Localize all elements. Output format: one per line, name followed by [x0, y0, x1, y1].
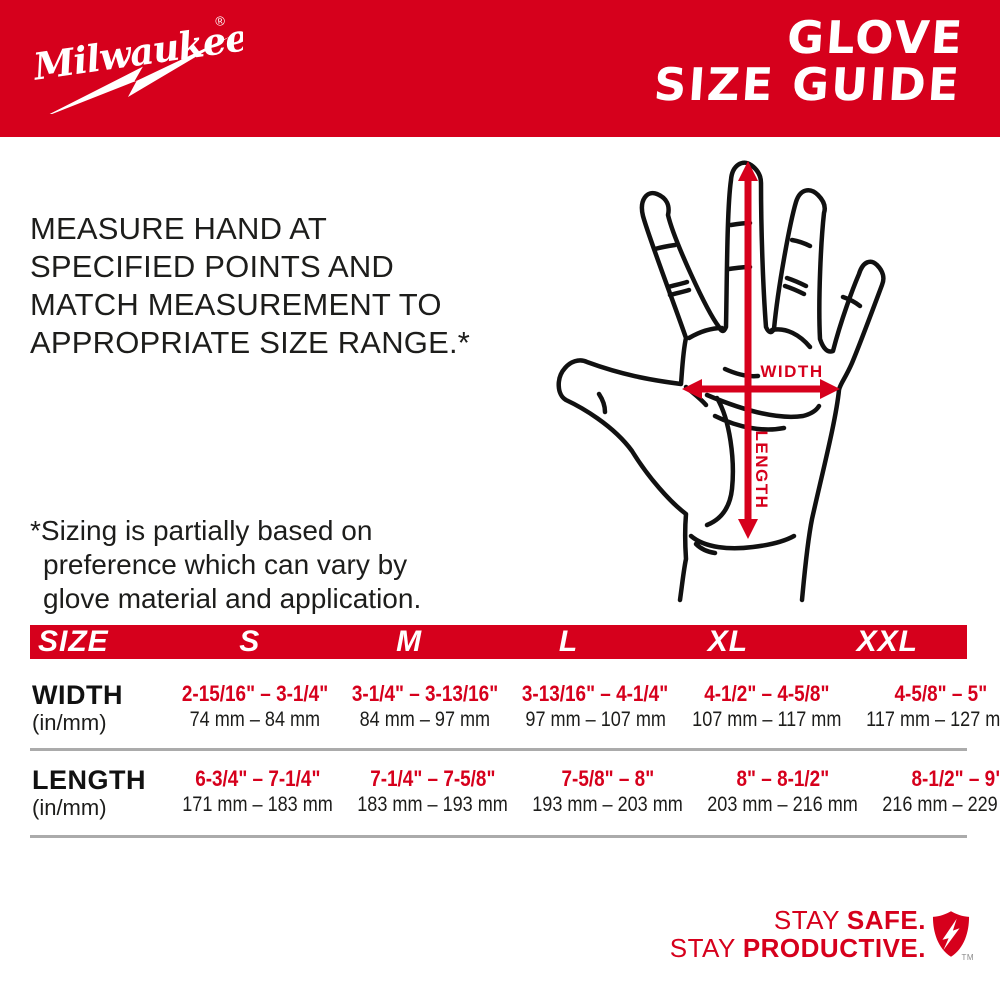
hand-silhouette: [558, 162, 884, 600]
trademark-mark: TM: [961, 953, 974, 962]
column-header-s: S: [239, 625, 261, 658]
hand-outline: [556, 160, 886, 603]
tagline-text: STAY SAFE. STAY PRODUCTIVE.: [669, 905, 926, 963]
registered-mark: ®: [214, 13, 226, 29]
column-header-size: SIZE: [38, 625, 109, 658]
length-cell-xxl: 8-1/2" – 9" 216 mm – 229 mm: [882, 766, 1000, 816]
length-cell-s: 6-3/4" – 7-1/4" 171 mm – 183 mm: [182, 766, 333, 816]
shield-icon: [932, 911, 970, 957]
header-banner: Milwaukee ® GLOVE SIZE GUIDE: [0, 0, 1000, 137]
length-cell-xl: 8" – 8-1/2" 203 mm – 216 mm: [707, 766, 859, 816]
row-label-length: LENGTH (in/mm): [32, 765, 146, 821]
width-cell-l: 3-13/16" – 4-1/4" 97 mm – 107 mm: [522, 681, 669, 731]
width-cell-m: 3-1/4" – 3-13/16" 84 mm – 97 mm: [352, 681, 499, 731]
table-row-length: LENGTH (in/mm) 6-3/4" – 7-1/4" 171 mm – …: [30, 765, 1000, 821]
lightning-bolt-icon: [41, 36, 231, 114]
column-header-m: M: [396, 625, 423, 658]
width-cell-xl: 4-1/2" – 4-5/8" 107 mm – 117 mm: [692, 681, 842, 731]
footnote-text: *Sizing is partially based on preference…: [30, 515, 422, 614]
row-divider: [30, 748, 967, 751]
row-label-width: WIDTH (in/mm): [32, 680, 123, 736]
column-header-xxl: XXL: [856, 625, 918, 658]
hand-measurement-diagram: WIDTH LENGTH: [556, 160, 886, 603]
row-divider: [30, 835, 967, 838]
intro-text: MEASURE HAND AT SPECIFIED POINTS AND MAT…: [30, 211, 471, 360]
width-arrow: [682, 379, 840, 399]
column-header-xl: XL: [707, 625, 749, 658]
table-row-width: WIDTH (in/mm) 2-15/16" – 3-1/4" 74 mm – …: [30, 680, 1000, 736]
tagline: STAY SAFE. STAY PRODUCTIVE. TM: [669, 905, 974, 963]
length-cell-l: 7-5/8" – 8" 193 mm – 203 mm: [532, 766, 683, 816]
page-title-line2: SIZE GUIDE: [652, 58, 963, 111]
length-measure-label: LENGTH: [752, 431, 771, 510]
page-title: GLOVE SIZE GUIDE: [652, 11, 967, 111]
width-measure-label: WIDTH: [760, 362, 823, 381]
size-table-header: SIZE S M L XL XXL: [30, 625, 967, 659]
page-title-line1: GLOVE: [785, 11, 967, 64]
milwaukee-logo: Milwaukee ®: [29, 13, 243, 114]
column-header-l: L: [558, 625, 579, 658]
length-cell-m: 7-1/4" – 7-5/8" 183 mm – 193 mm: [357, 766, 508, 816]
width-cell-xxl: 4-5/8" – 5" 117 mm – 127 mm: [865, 681, 1000, 731]
width-cell-s: 2-15/16" – 3-1/4" 74 mm – 84 mm: [181, 681, 329, 731]
length-arrow: [738, 161, 758, 539]
